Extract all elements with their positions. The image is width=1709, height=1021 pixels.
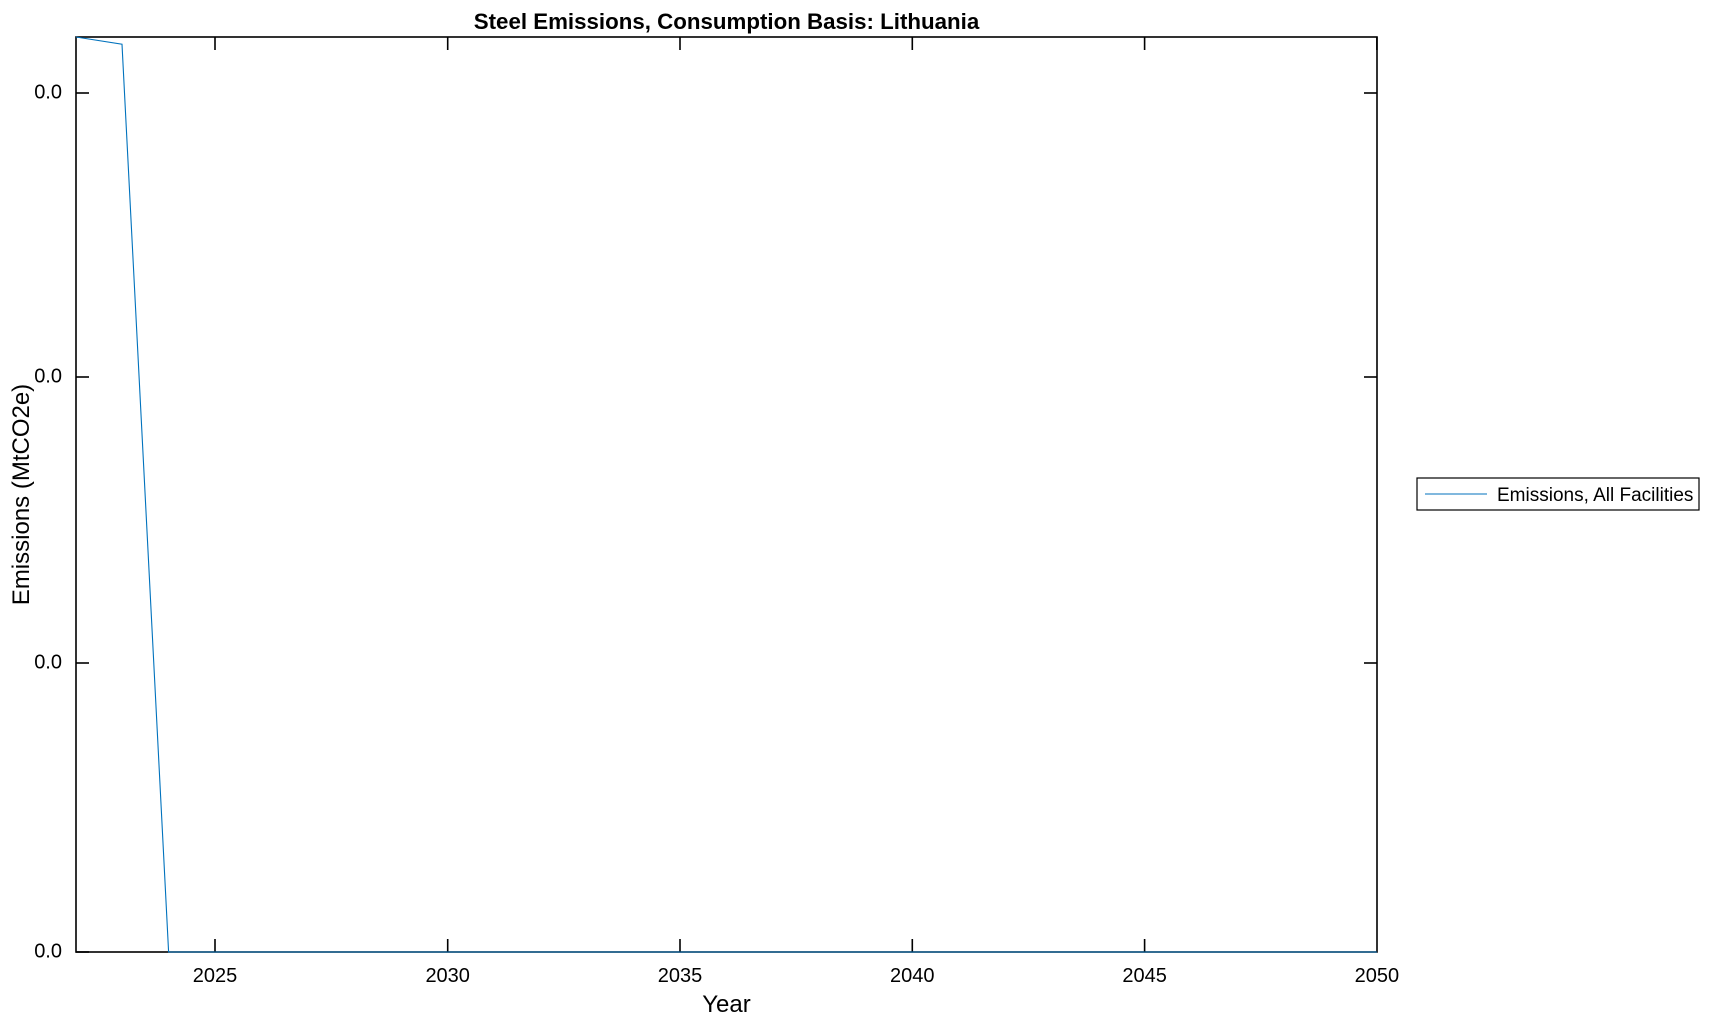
svg-text:Emissions (MtCO2e): Emissions (MtCO2e) (8, 384, 35, 605)
svg-text:2045: 2045 (1122, 965, 1167, 987)
svg-text:0.0: 0.0 (34, 365, 62, 387)
svg-text:2040: 2040 (890, 965, 935, 987)
svg-text:Year: Year (702, 991, 751, 1018)
svg-text:0.0: 0.0 (34, 651, 62, 673)
svg-text:2035: 2035 (658, 965, 703, 987)
svg-text:0.0: 0.0 (34, 940, 62, 962)
svg-text:2025: 2025 (193, 965, 238, 987)
svg-text:Emissions, All Facilities: Emissions, All Facilities (1497, 485, 1693, 506)
svg-text:2050: 2050 (1355, 965, 1400, 987)
svg-text:0.0: 0.0 (34, 81, 62, 103)
svg-text:Steel Emissions, Consumption B: Steel Emissions, Consumption Basis: Lith… (474, 9, 980, 34)
svg-text:2030: 2030 (425, 965, 470, 987)
